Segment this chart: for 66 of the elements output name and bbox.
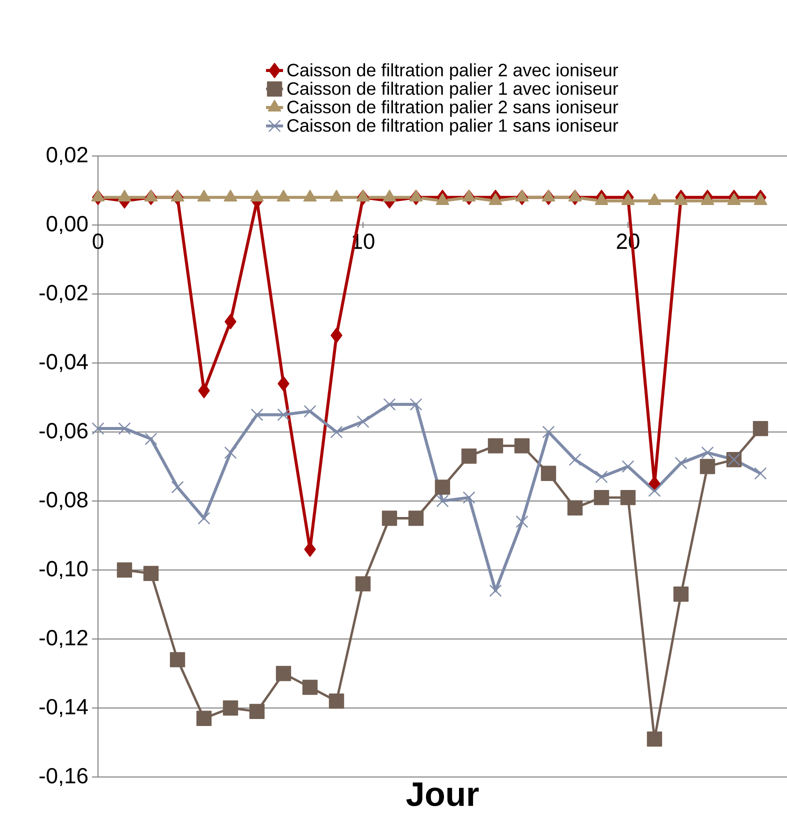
y-tick-label: -0,16 [39,768,88,786]
y-tick-label: 0,00 [46,216,88,234]
legend-label: Caisson de filtration palier 2 sans ioniseur [287,100,618,117]
point [461,448,477,464]
point [118,422,131,435]
point [700,458,716,474]
point [514,438,530,454]
point [249,704,265,720]
point [278,376,290,392]
point [304,405,316,418]
point [489,584,502,597]
point [196,710,212,726]
legend-label: Caisson de filtration palier 1 avec ioniseur [287,82,618,98]
point [436,494,449,508]
point [277,408,290,421]
y-tick-label: -0,14 [39,698,88,718]
y-tick-label: -0,06 [39,422,88,442]
point [302,680,318,695]
point [542,426,555,438]
point [540,466,556,481]
point [224,314,236,330]
point [383,398,396,411]
y-tick-label: 0,02 [46,146,88,166]
point [250,408,264,421]
point [224,446,237,459]
point [143,566,159,582]
point [752,420,768,436]
y-tick-label: -0,10 [39,560,88,580]
point [646,731,662,747]
point [567,500,583,516]
point [434,480,450,495]
y-tick-label: -0,12 [39,630,88,648]
point [462,491,476,504]
point [116,562,132,578]
point [330,426,343,438]
point [410,398,422,411]
x-axis-title: Jour [406,782,479,806]
x-tick-label: 0 [92,234,104,250]
point [382,510,398,526]
y-tick-label: -0,08 [39,492,88,510]
point [222,700,238,716]
legend-label: Caisson de filtration palier 1 sans ioniseur [287,118,618,136]
point [92,422,104,435]
point [408,510,424,526]
point [701,446,714,459]
point [170,652,186,668]
point [622,460,634,473]
point [516,515,528,528]
y-tick-label: -0,02 [39,284,88,304]
point [355,576,371,592]
point [144,432,158,446]
y-tick-label: -0,04 [39,354,88,372]
point [648,484,661,497]
point [594,490,610,506]
point [198,383,210,398]
point [754,467,767,480]
point [356,415,370,428]
point [595,470,608,484]
point [276,666,292,682]
legend-label: Caisson de filtration palier 2 avec ioniseur [287,63,618,80]
point [620,490,636,506]
point [673,586,689,602]
point [488,438,504,454]
point [330,328,342,343]
point [328,694,344,709]
point [674,456,688,470]
